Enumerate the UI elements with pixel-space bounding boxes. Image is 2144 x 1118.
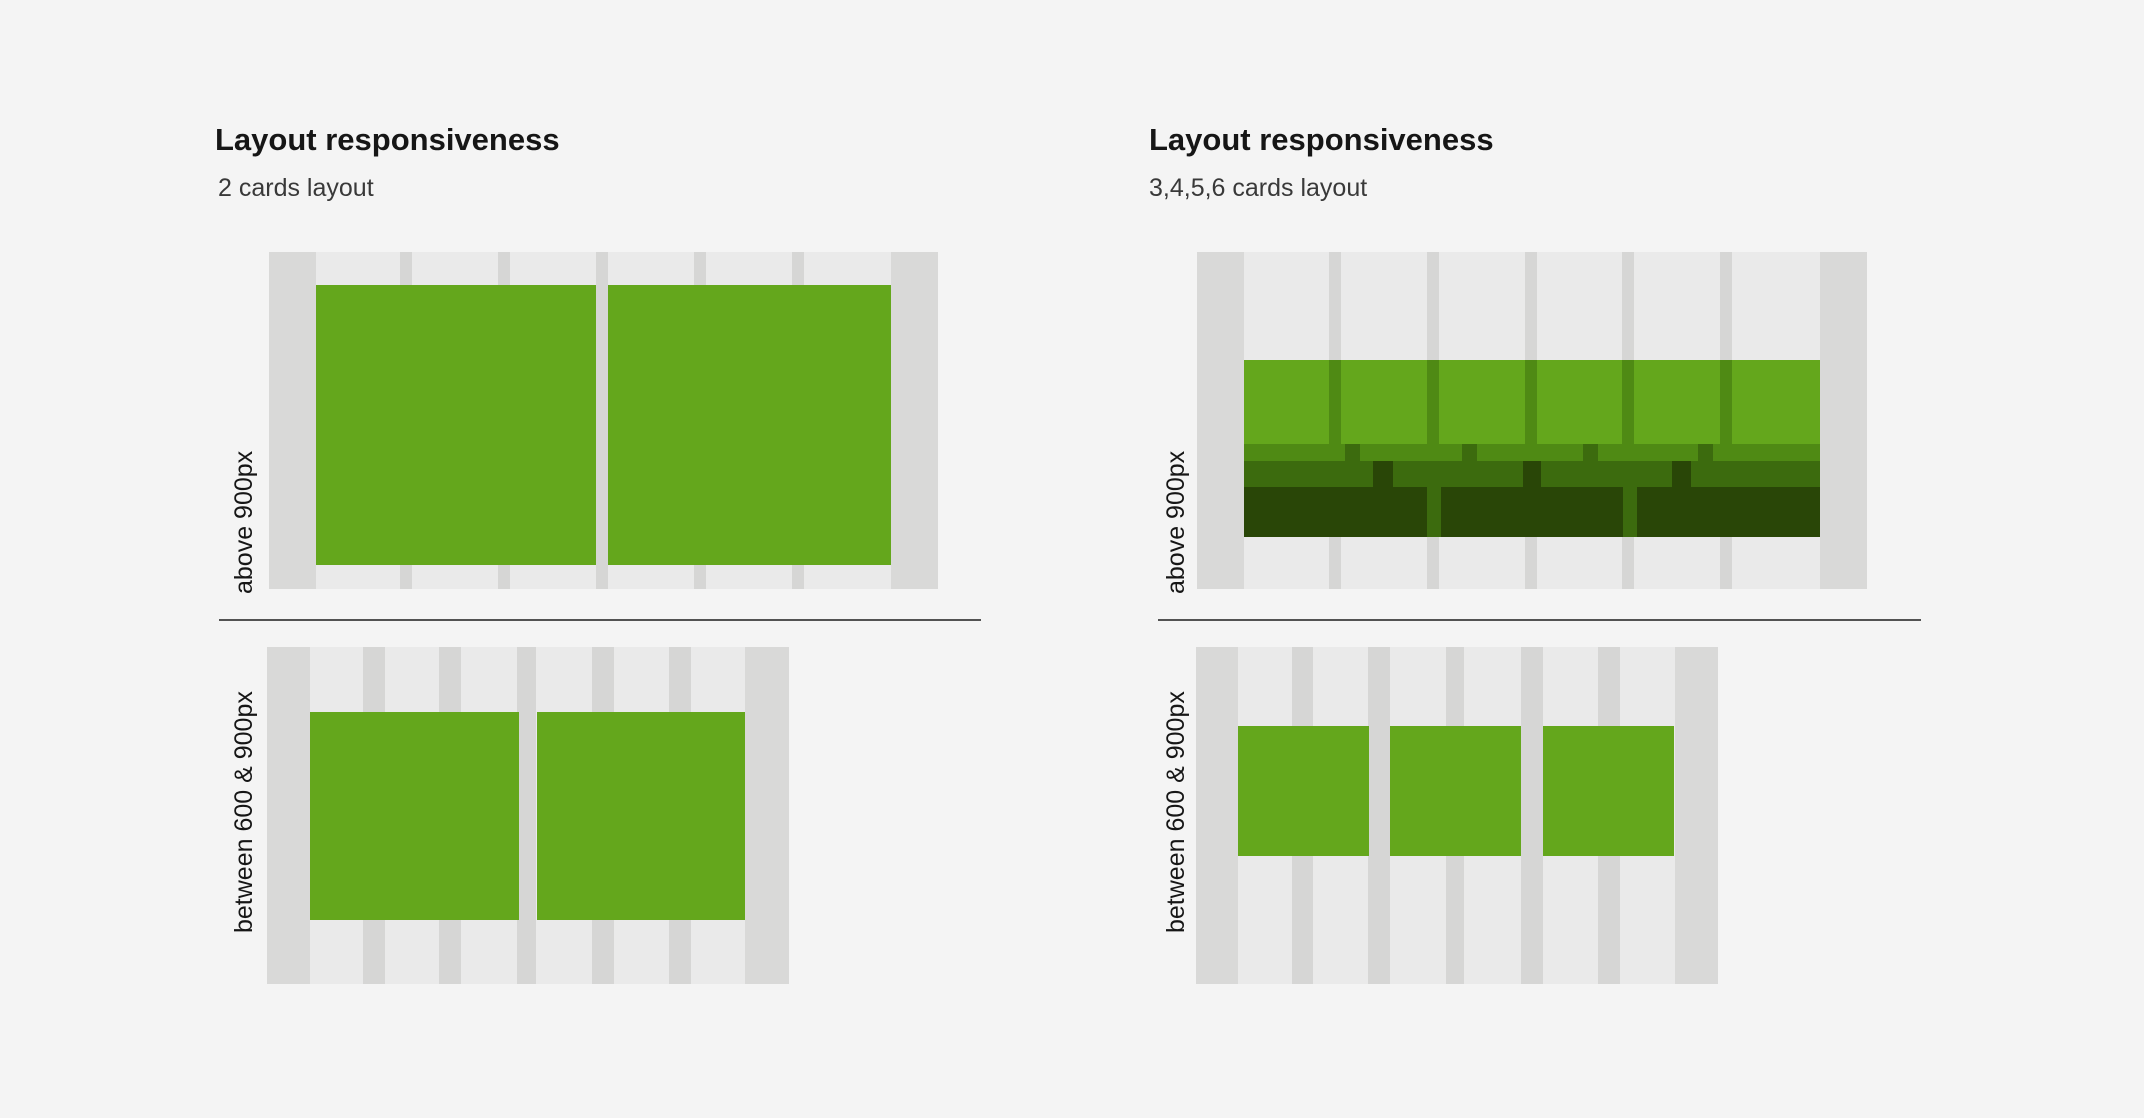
- left-panel-title: Layout responsiveness: [215, 122, 560, 157]
- left-row-between-label: between 600 & 900px: [230, 691, 258, 933]
- grid-gutter: [596, 252, 608, 589]
- left-grid-between: [267, 647, 789, 984]
- card: [1390, 726, 1521, 856]
- grid-margin-right: [1820, 252, 1867, 589]
- left-panel-subtitle: 2 cards layout: [218, 174, 374, 202]
- card: [310, 712, 519, 920]
- card: [608, 285, 891, 565]
- right-panel-subtitle: 3,4,5,6 cards layout: [1149, 174, 1368, 202]
- right-panel-title: Layout responsiveness: [1149, 122, 1494, 157]
- card: [316, 285, 596, 565]
- right-row-above-label: above 900px: [1162, 450, 1190, 594]
- left-grid-above: [269, 252, 938, 589]
- right-grid-above: [1197, 252, 1867, 589]
- left-row-above-label: above 900px: [230, 450, 258, 594]
- card: [1543, 726, 1674, 856]
- right-row-divider: [1158, 619, 1921, 621]
- grid-gutter: [1368, 647, 1390, 984]
- card: [1238, 726, 1369, 856]
- grid-margin-left: [1196, 647, 1238, 984]
- grid-gutter: [517, 647, 536, 984]
- card: [537, 712, 745, 920]
- grid-margin-left: [267, 647, 310, 984]
- grid-margin-left: [1197, 252, 1244, 589]
- card: [1244, 487, 1427, 537]
- right-row-between-label: between 600 & 900px: [1162, 691, 1190, 933]
- grid-margin-right: [891, 252, 938, 589]
- right-grid-between: [1196, 647, 1718, 984]
- grid-margin-right: [1675, 647, 1718, 984]
- grid-margin-right: [745, 647, 789, 984]
- grid-margin-left: [269, 252, 316, 589]
- card: [1637, 487, 1820, 537]
- card: [1441, 487, 1623, 537]
- left-row-divider: [219, 619, 981, 621]
- grid-gutter: [1521, 647, 1543, 984]
